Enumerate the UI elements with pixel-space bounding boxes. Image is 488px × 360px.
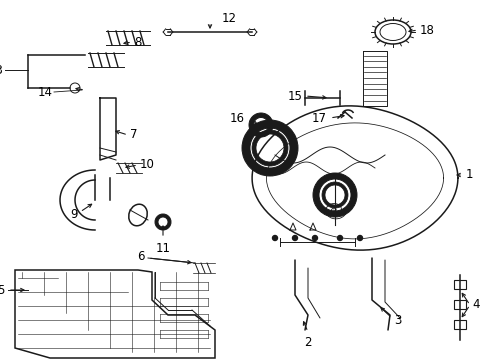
Text: 12: 12 xyxy=(222,12,237,24)
Text: 9: 9 xyxy=(70,208,78,221)
Text: 15: 15 xyxy=(287,90,303,103)
Text: 2: 2 xyxy=(304,336,311,349)
Text: 6: 6 xyxy=(137,251,145,264)
Text: 5: 5 xyxy=(0,284,5,297)
Circle shape xyxy=(337,235,342,240)
Text: 17: 17 xyxy=(311,112,326,125)
Text: 8: 8 xyxy=(134,36,141,49)
Text: 14: 14 xyxy=(38,85,53,99)
Circle shape xyxy=(292,235,297,240)
Text: 4: 4 xyxy=(471,298,479,311)
Text: 13: 13 xyxy=(0,63,4,77)
Circle shape xyxy=(357,235,362,240)
Text: 11: 11 xyxy=(155,242,170,255)
FancyBboxPatch shape xyxy=(453,280,465,289)
FancyBboxPatch shape xyxy=(453,320,465,329)
Text: 3: 3 xyxy=(393,314,401,327)
Text: 16: 16 xyxy=(229,112,244,125)
Text: 18: 18 xyxy=(419,23,434,36)
Text: 1: 1 xyxy=(465,168,472,181)
Text: 10: 10 xyxy=(140,158,155,171)
Circle shape xyxy=(312,235,317,240)
Text: 7: 7 xyxy=(130,129,137,141)
Circle shape xyxy=(272,235,277,240)
FancyBboxPatch shape xyxy=(453,300,465,309)
